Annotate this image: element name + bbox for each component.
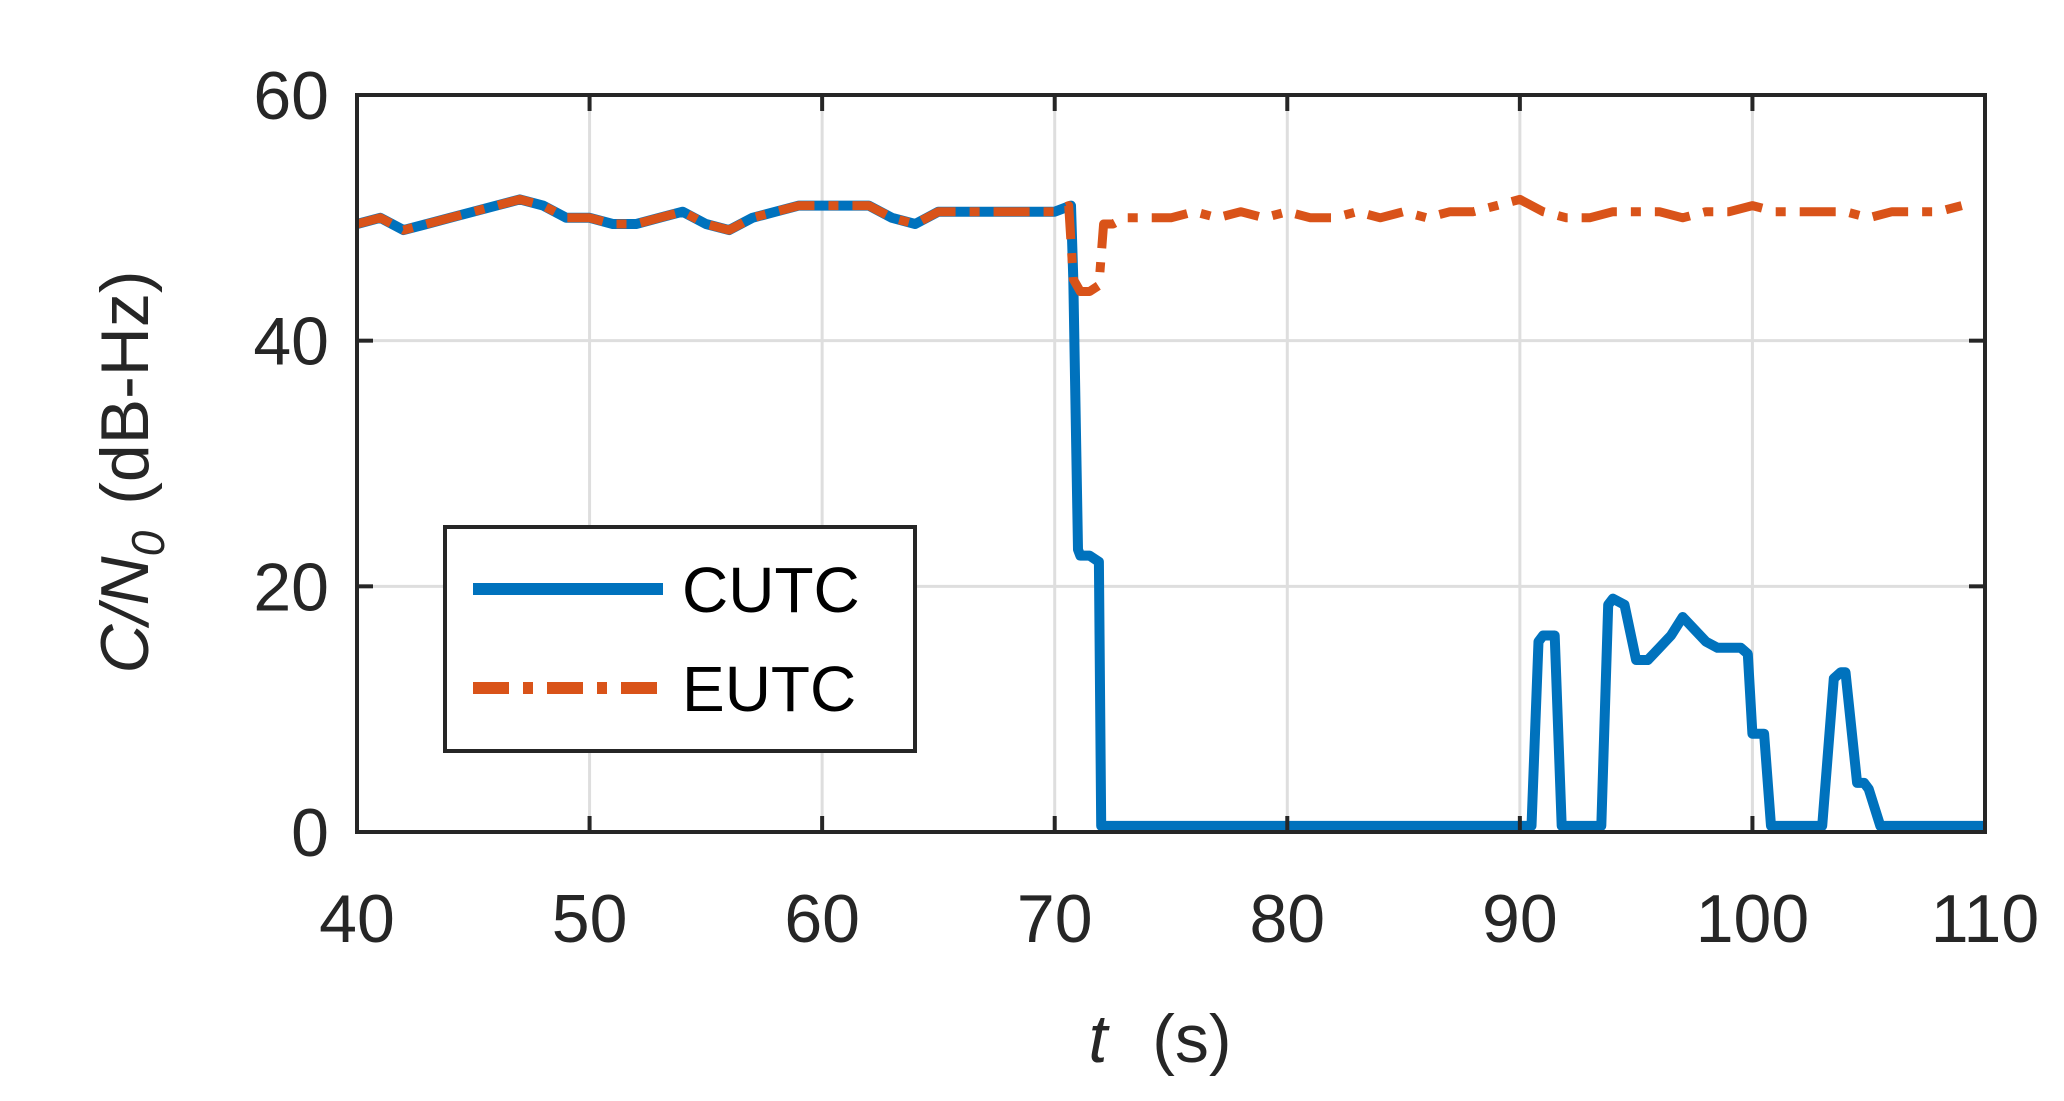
x-tick-label: 80: [1249, 881, 1325, 957]
tick-labels: 40 50 60 70 80 90 100 110 0 20 40 60: [253, 58, 2039, 957]
y-axis-main: C/N: [87, 555, 163, 673]
y-axis-label: C/N0 (dB-Hz): [87, 271, 174, 674]
x-axis-label: t (s): [1088, 1001, 1231, 1077]
x-axis-var: t: [1088, 1001, 1110, 1077]
plot-frame: [355, 93, 1987, 834]
legend-label-eutc: EUTC: [682, 653, 856, 725]
x-tick-label: 50: [552, 881, 628, 957]
x-tick-label: 100: [1696, 881, 1809, 957]
y-axis-sub: 0: [122, 530, 174, 556]
legend-box: [443, 525, 917, 753]
y-tick-label: 0: [291, 795, 329, 871]
x-tick-label: 90: [1482, 881, 1558, 957]
series-line-eutc: [355, 194, 1963, 296]
legend: CUTC EUTC: [443, 525, 917, 753]
y-axis-unit: (dB-Hz): [87, 271, 163, 505]
tick-marks: [355, 93, 1987, 834]
y-tick-label: 40: [253, 304, 329, 380]
x-axis-unit: (s): [1152, 1001, 1231, 1077]
x-tick-label: 110: [1931, 881, 2039, 957]
x-tick-label: 40: [319, 881, 395, 957]
legend-label-cutc: CUTC: [682, 554, 860, 626]
x-tick-label: 70: [1017, 881, 1093, 957]
y-tick-label: 20: [253, 549, 329, 625]
y-tick-label: 60: [253, 58, 329, 134]
x-tick-label: 60: [784, 881, 860, 957]
series-lines: [355, 194, 1985, 831]
